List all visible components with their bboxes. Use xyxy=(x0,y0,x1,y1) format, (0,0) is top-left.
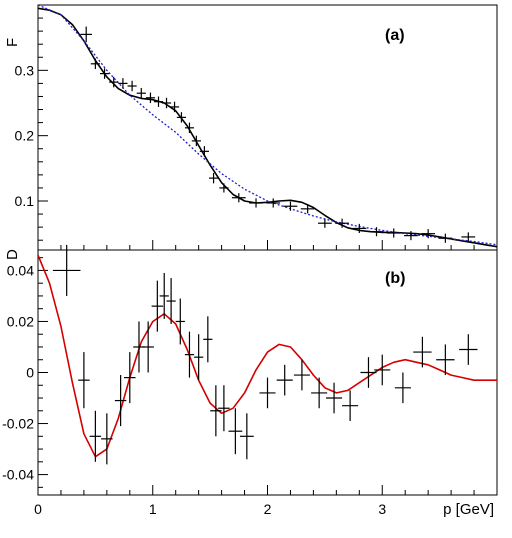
panel-a-frame xyxy=(37,4,498,251)
panel-b-tag: (b) xyxy=(385,270,405,287)
panel-a-data-point xyxy=(80,26,92,43)
panel-b-data-point xyxy=(276,364,293,396)
panel-a-tag: (a) xyxy=(385,27,405,44)
panel-a-data-point xyxy=(184,122,195,134)
panel-b-data-point xyxy=(394,372,411,404)
panel-a-data-point xyxy=(191,135,201,147)
panel-b-data-point xyxy=(101,413,113,465)
panel-a-data-point xyxy=(127,80,137,92)
panel-b-data-point xyxy=(124,352,136,404)
panel-b-y-tick-label: -0.02 xyxy=(2,416,34,432)
panel-a-data-point xyxy=(300,204,315,214)
panel-b-data-point xyxy=(142,321,154,373)
panel-a-data-point xyxy=(99,68,110,79)
panel-b-x-tick-label: 2 xyxy=(264,501,272,517)
panel-a-y-tick-label: 0.2 xyxy=(15,128,35,144)
panel-a-data-point xyxy=(404,231,418,241)
panel-b-x-tick-label: 3 xyxy=(378,501,386,517)
panel-b-data-point xyxy=(52,244,81,296)
panel-a-data-point xyxy=(283,201,298,211)
panel-b-y-tick-label: 0.04 xyxy=(7,262,34,278)
panel-b-data-point xyxy=(228,408,243,455)
panel-a-data-point xyxy=(109,76,119,88)
panel-a-data-point xyxy=(219,183,229,193)
panel-b-data-point xyxy=(360,357,377,388)
panel-b-data-point xyxy=(159,272,169,319)
panel-b-data-point xyxy=(374,354,391,386)
panel-a-data-point xyxy=(317,218,332,228)
panel-b-data-point xyxy=(194,334,204,381)
panel-b-ylabel: D xyxy=(4,249,21,260)
panel-b-data-point xyxy=(166,278,176,325)
panel-a-y-tick-label: 0.1 xyxy=(15,193,35,209)
panel-a-data-point xyxy=(461,232,476,242)
panel-b-data-point xyxy=(436,344,455,376)
panel-a-data-point xyxy=(208,172,219,184)
panel-b-data-point xyxy=(175,298,185,345)
panel-a-data-point xyxy=(145,92,156,103)
panel-b-data-point xyxy=(342,390,359,421)
panel-a-data-point xyxy=(249,198,263,208)
panel-a-dotted-curve xyxy=(38,5,497,246)
panel-a-data-point xyxy=(169,101,180,113)
panel-b-y-tick-label: -0.04 xyxy=(2,467,34,483)
panel-a-ylabel: F xyxy=(4,38,21,47)
panel-a-y-tick-label: 0.3 xyxy=(15,62,35,78)
panel-b-x-tick-label: 1 xyxy=(149,501,157,517)
panel-b-data-point xyxy=(184,331,195,378)
panel-b: -0.04 -0.02 0 0.02 0.04 0 1 2 3 xyxy=(2,244,498,517)
panel-b-data-point xyxy=(293,359,310,391)
panel-a-data-point xyxy=(421,229,436,239)
panel-b-y-tick-label: 0 xyxy=(26,365,34,381)
panel-a-data-point xyxy=(231,193,246,203)
panel-a-data-point xyxy=(90,58,100,70)
panel-a-data-point xyxy=(266,198,281,208)
panel-b-data-point xyxy=(459,334,478,365)
panel-b-data-point xyxy=(89,410,102,462)
panel-a: 0.1 0.2 0.3 xyxy=(15,4,498,251)
panel-a-data-point xyxy=(161,97,172,109)
panel-a-data-point xyxy=(369,227,384,237)
panel-b-data-point xyxy=(239,413,254,460)
panel-b-fit-curve xyxy=(38,254,497,458)
panel-a-data-point xyxy=(352,223,367,234)
panel-a-data-point xyxy=(153,96,164,107)
panel-a-data-point xyxy=(438,233,453,243)
panel-b-data-point xyxy=(78,352,90,409)
panel-a-data-point xyxy=(335,218,349,228)
panel-b-y-tick-label: 0.02 xyxy=(7,313,34,329)
panel-b-data-point xyxy=(114,375,127,427)
panel-a-data-point xyxy=(199,146,209,157)
panel-b-x-tick-label: 0 xyxy=(34,501,42,517)
panel-a-data-point xyxy=(386,228,401,238)
x-axis-label: p [GeV] xyxy=(443,501,494,518)
panel-a-data-point xyxy=(176,112,187,123)
panel-b-data-point xyxy=(311,377,328,409)
panel-b-data-point xyxy=(210,385,222,437)
panel-a-data-point xyxy=(136,87,146,99)
panel-b-data-point xyxy=(326,382,343,414)
panel-b-data-point xyxy=(151,280,164,332)
panel-b-data-point xyxy=(203,316,213,363)
panel-b-data-point xyxy=(218,385,230,432)
panel-b-data-point xyxy=(259,377,276,409)
panel-b-data-point xyxy=(413,336,432,368)
panel-a-data-point xyxy=(118,78,128,89)
panel-a-fit-curve xyxy=(38,7,497,248)
